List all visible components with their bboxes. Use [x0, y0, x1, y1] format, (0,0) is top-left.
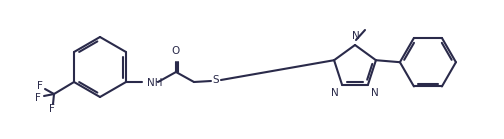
Text: N: N	[331, 88, 339, 98]
Text: N: N	[352, 31, 360, 41]
Text: N: N	[371, 88, 379, 98]
Text: F: F	[35, 93, 41, 103]
Text: S: S	[213, 75, 219, 85]
Text: O: O	[172, 46, 180, 56]
Text: F: F	[49, 104, 55, 114]
Text: F: F	[37, 81, 43, 91]
Text: NH: NH	[147, 78, 162, 88]
